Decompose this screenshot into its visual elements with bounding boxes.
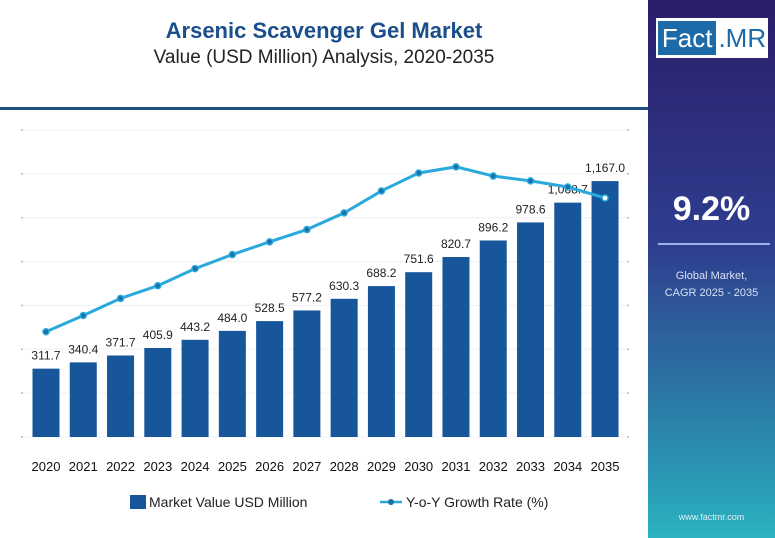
growth-point-2021 (79, 311, 88, 320)
bar-label-2028: 630.3 (329, 279, 359, 293)
x-tick-2031: 2031 (442, 459, 471, 474)
bar-2025 (218, 330, 246, 437)
growth-point-2027 (303, 225, 311, 234)
bar-2028 (330, 298, 358, 437)
x-tick-2025: 2025 (218, 459, 247, 474)
growth-point-2031 (452, 163, 460, 171)
bar-label-2025: 484.0 (217, 311, 247, 325)
bar-2020 (32, 368, 60, 437)
bar-label-2031: 820.7 (441, 237, 471, 251)
x-tick-2021: 2021 (69, 459, 98, 474)
left-axis-tick (21, 172, 23, 175)
right-axis-tick (627, 304, 629, 307)
left-axis-tick (21, 392, 23, 395)
bar-label-2032: 896.2 (478, 220, 508, 234)
factmr-logo: Fact .MR (656, 18, 768, 58)
bar-2032 (479, 240, 507, 437)
sidebar-panel: Fact .MR 9.2% Global Market, CAGR 2025 -… (648, 0, 775, 538)
bar-label-2020: 311.7 (31, 349, 60, 363)
bar-label-2033: 978.6 (515, 202, 545, 216)
x-tick-2026: 2026 (255, 459, 284, 474)
growth-point-2026 (265, 238, 274, 246)
growth-line (45, 165, 606, 334)
growth-point-2028 (340, 209, 348, 217)
legend-bar-label: Market Value USD Million (149, 494, 307, 510)
left-axis-tick (21, 436, 23, 438)
legend-bar-swatch (130, 495, 146, 509)
x-tick-2034: 2034 (553, 459, 582, 474)
right-axis-tick (627, 436, 629, 438)
bar-2030 (405, 272, 433, 437)
bar-2026 (256, 321, 284, 437)
bar-label-2024: 443.2 (180, 320, 210, 334)
cagr-label-line-1: Global Market, (675, 270, 748, 282)
right-axis-tick (627, 260, 629, 263)
growth-point-2029 (377, 187, 386, 195)
cagr-label: Global Market, CAGR 2025 - 2035 (648, 268, 775, 302)
right-axis-tick (627, 172, 629, 175)
bar-label-2021: 340.4 (68, 342, 98, 356)
bar-label-2023: 405.9 (143, 328, 173, 342)
header-divider (0, 107, 648, 110)
cagr-label-line-2: CAGR 2025 - 2035 (664, 287, 759, 299)
x-tick-2027: 2027 (292, 459, 321, 474)
legend-line-marker (388, 499, 394, 505)
x-tick-2032: 2032 (479, 459, 508, 474)
left-axis-tick (21, 129, 23, 131)
right-axis-tick (627, 348, 629, 351)
right-axis-tick (627, 216, 629, 219)
logo-text-mr: .MR (718, 22, 767, 53)
growth-point-2035 (601, 194, 609, 202)
legend-line-label: Y-o-Y Growth Rate (%) (406, 494, 548, 510)
bar-2035 (591, 181, 619, 437)
growth-point-2024 (191, 264, 199, 273)
x-tick-2028: 2028 (330, 459, 359, 474)
chart: 311.7 2020 340.4 2021 371.7 2022 405.9 2023 443.… (21, 129, 629, 510)
growth-point-2022 (116, 294, 125, 303)
x-tick-2024: 2024 (181, 459, 210, 474)
left-axis-tick (21, 216, 23, 219)
x-tick-2035: 2035 (591, 459, 620, 474)
growth-point-2030 (414, 169, 423, 177)
bar-label-2035: 1,167.0 (585, 161, 625, 175)
growth-point-2023 (154, 281, 162, 290)
growth-point-2020 (42, 327, 50, 336)
bar-2031 (442, 257, 470, 437)
bar-2022 (107, 355, 135, 437)
bar-label-2027: 577.2 (292, 290, 322, 304)
bar-2027 (293, 310, 321, 437)
bar-label-2026: 528.5 (255, 301, 285, 315)
x-tick-2022: 2022 (106, 459, 135, 474)
logo-text-fact: Fact (657, 21, 717, 55)
x-tick-2020: 2020 (32, 459, 61, 474)
sidebar-divider (658, 243, 770, 245)
growth-point-2034 (564, 183, 572, 191)
bar-2033 (517, 222, 545, 437)
website-url: www.factmr.com (678, 512, 745, 522)
bar-2029 (367, 286, 395, 437)
cagr-value: 9.2% (672, 190, 751, 228)
chart-title: Arsenic Scavenger Gel Market (165, 18, 483, 43)
bar-label-2022: 371.7 (106, 335, 136, 349)
x-tick-2033: 2033 (516, 459, 545, 474)
bar-label-2030: 751.6 (404, 252, 434, 266)
left-axis-tick (21, 260, 23, 263)
bar-2034 (554, 202, 582, 437)
bar-2023 (144, 347, 172, 437)
x-tick-2029: 2029 (367, 459, 396, 474)
left-axis-tick (21, 304, 23, 307)
x-tick-2023: 2023 (143, 459, 172, 474)
right-axis-tick (627, 129, 629, 131)
growth-point-2025 (228, 250, 237, 259)
bar-2024 (181, 339, 209, 437)
growth-point-2033 (526, 177, 535, 185)
bar-label-2029: 688.2 (366, 266, 396, 280)
chart-subtitle: Value (USD Million) Analysis, 2020-2035 (153, 47, 495, 68)
bar-2021 (69, 362, 97, 437)
left-axis-tick (21, 348, 23, 351)
right-axis-tick (627, 392, 629, 395)
growth-point-2032 (489, 172, 497, 180)
x-tick-2030: 2030 (404, 459, 433, 474)
